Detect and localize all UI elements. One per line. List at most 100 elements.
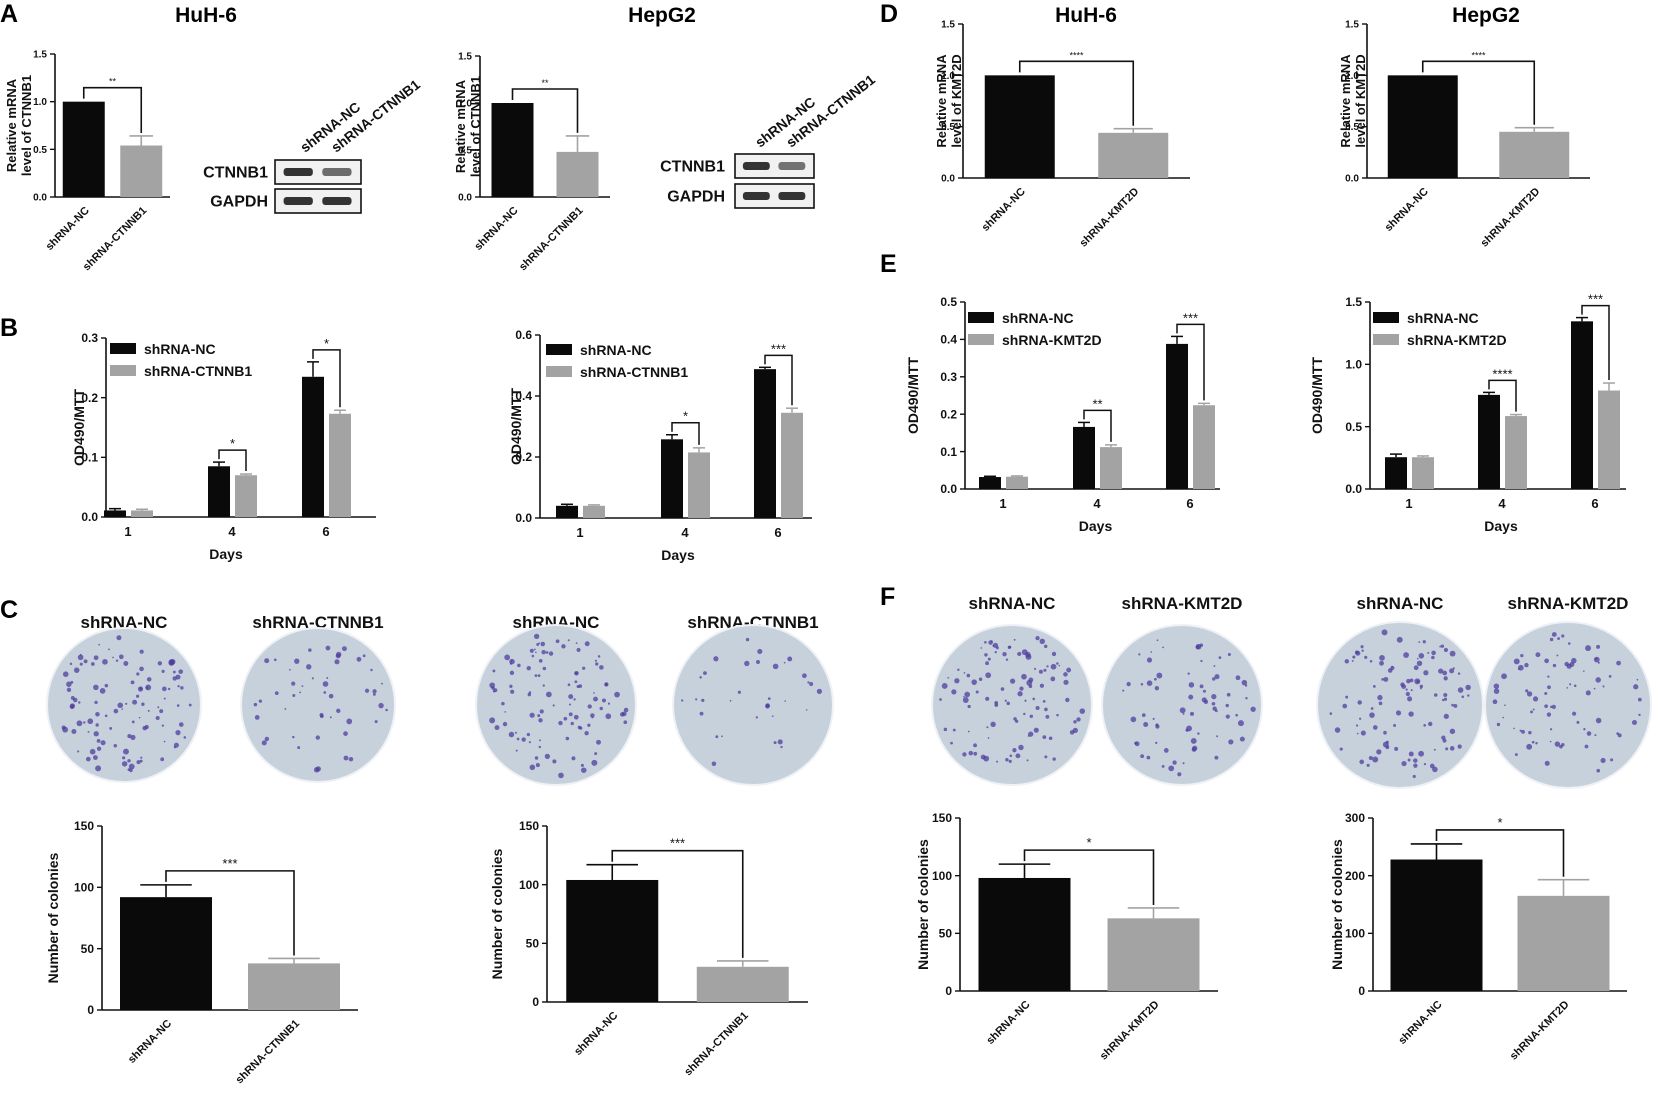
- colony-spot: [614, 691, 620, 698]
- colony-spot: [1143, 721, 1149, 727]
- colony-spot: [69, 704, 75, 710]
- colony-spot: [1126, 681, 1131, 687]
- panel-letter-a: A: [0, 0, 18, 28]
- colony-spot: [1449, 668, 1455, 674]
- colony-spot: [139, 666, 144, 672]
- colony-spot: [1215, 709, 1218, 713]
- colony-spot: [93, 731, 99, 737]
- colony-spot: [95, 711, 100, 717]
- y-tick-label: 0.2: [515, 450, 532, 464]
- chart-d2: 0.0 0.5 1.0 1.5 Relative mRNA level of KMT2D s…: [1338, 20, 1590, 249]
- colony-spot: [784, 700, 787, 702]
- y-tick-label: 0.2: [81, 391, 98, 405]
- colony-spot: [963, 672, 966, 674]
- colony-spot: [61, 725, 66, 730]
- bar-shrna-knockdown: [1098, 132, 1169, 178]
- significance-bracket: [764, 354, 793, 406]
- y-tick-label: 0.4: [940, 333, 957, 347]
- colony-spot: [334, 659, 340, 665]
- colony-spot: [1155, 723, 1159, 727]
- colony-spot: [274, 691, 279, 695]
- colony-spot: [1418, 653, 1425, 659]
- y-tick-label: 100: [519, 878, 539, 892]
- y-tick-label: 1.0: [33, 97, 47, 108]
- colony-spot: [542, 684, 545, 687]
- colony-spot: [1369, 659, 1373, 663]
- colony-spot: [807, 681, 810, 684]
- colony-spot: [1423, 670, 1429, 676]
- colony-spot: [1441, 698, 1445, 702]
- colony-spot: [1056, 713, 1059, 717]
- significance-bracket: [1421, 60, 1536, 125]
- y-tick-label: 0.4: [515, 389, 532, 403]
- dish-label: shRNA-NC: [969, 594, 1056, 613]
- colony-spot: [1441, 735, 1446, 740]
- colony-spot: [579, 726, 583, 730]
- colony-spot: [701, 698, 705, 703]
- colony-spot: [537, 714, 541, 718]
- bar-shrna-nc: [661, 439, 683, 518]
- x-axis-label: Days: [661, 547, 695, 563]
- colony-spot: [552, 759, 557, 764]
- colony-spot: [962, 697, 969, 703]
- significance-bracket: [511, 88, 579, 133]
- bar-shrna-nc: [984, 75, 1055, 178]
- colony-spot: [1544, 658, 1549, 664]
- colony-spot: [1407, 696, 1413, 702]
- colony-dish-pair-4: shRNA-NC shRNA-KMT2D: [1316, 594, 1652, 789]
- colony-dish: [1316, 621, 1484, 789]
- colony-spot: [783, 661, 786, 664]
- y-tick-label: 0: [532, 995, 539, 1009]
- colony-spot: [1442, 670, 1448, 676]
- legend-swatch-shrna-nc: [110, 343, 136, 354]
- blot-row-label: GAPDH: [210, 193, 268, 210]
- y-tick-label: 0.0: [81, 510, 98, 524]
- colony-spot: [1015, 753, 1021, 759]
- colony-spot: [1039, 638, 1045, 645]
- colony-spot: [96, 746, 102, 751]
- y-tick-label: 0.1: [81, 451, 98, 465]
- colony-spot: [336, 651, 342, 658]
- colony-spot: [1141, 713, 1146, 717]
- colony-spot: [1006, 701, 1010, 706]
- colony-spot: [161, 669, 165, 673]
- colony-spot: [1063, 672, 1068, 677]
- colony-spot: [322, 681, 329, 687]
- colony-spot: [567, 639, 570, 642]
- colony-spot: [1190, 737, 1197, 744]
- colony-spot: [605, 713, 612, 720]
- y-tick-label: 0.3: [940, 370, 957, 384]
- colony-spot: [173, 742, 179, 748]
- colony-spot: [1377, 694, 1383, 701]
- colony-spot: [1052, 757, 1056, 761]
- colony-spot: [1182, 712, 1185, 715]
- colony-spot: [984, 641, 987, 644]
- colony-spot: [378, 702, 384, 709]
- y-tick-label: 1.0: [941, 71, 955, 82]
- y-tick-label: 0.0: [33, 193, 47, 204]
- colony-spot: [555, 639, 560, 644]
- colony-spot: [172, 670, 176, 674]
- colony-spot: [1033, 667, 1037, 670]
- colony-spot: [975, 690, 979, 694]
- colony-spot: [1405, 691, 1410, 697]
- y-axis-label: Number of colonies: [489, 848, 505, 979]
- x-category-label: shRNA-KMT2D: [1078, 186, 1142, 250]
- colony-spot: [1457, 672, 1461, 675]
- legend-label: shRNA-KMT2D: [1407, 332, 1507, 348]
- colony-spot: [87, 718, 94, 725]
- colony-spot: [703, 671, 707, 676]
- legend-label: shRNA-CTNNB1: [580, 364, 688, 380]
- colony-spot: [1214, 674, 1220, 680]
- colony-spot: [542, 666, 547, 671]
- colony-spot: [574, 680, 578, 684]
- colony-spot: [115, 659, 119, 662]
- colony-spot: [1227, 653, 1231, 657]
- colony-spot: [502, 721, 508, 727]
- colony-spot: [1345, 695, 1349, 699]
- colony-spot: [1021, 673, 1027, 680]
- colony-spot: [1443, 697, 1448, 701]
- colony-spot: [1073, 720, 1077, 724]
- colony-spot: [1381, 678, 1384, 681]
- colony-spot: [985, 661, 989, 666]
